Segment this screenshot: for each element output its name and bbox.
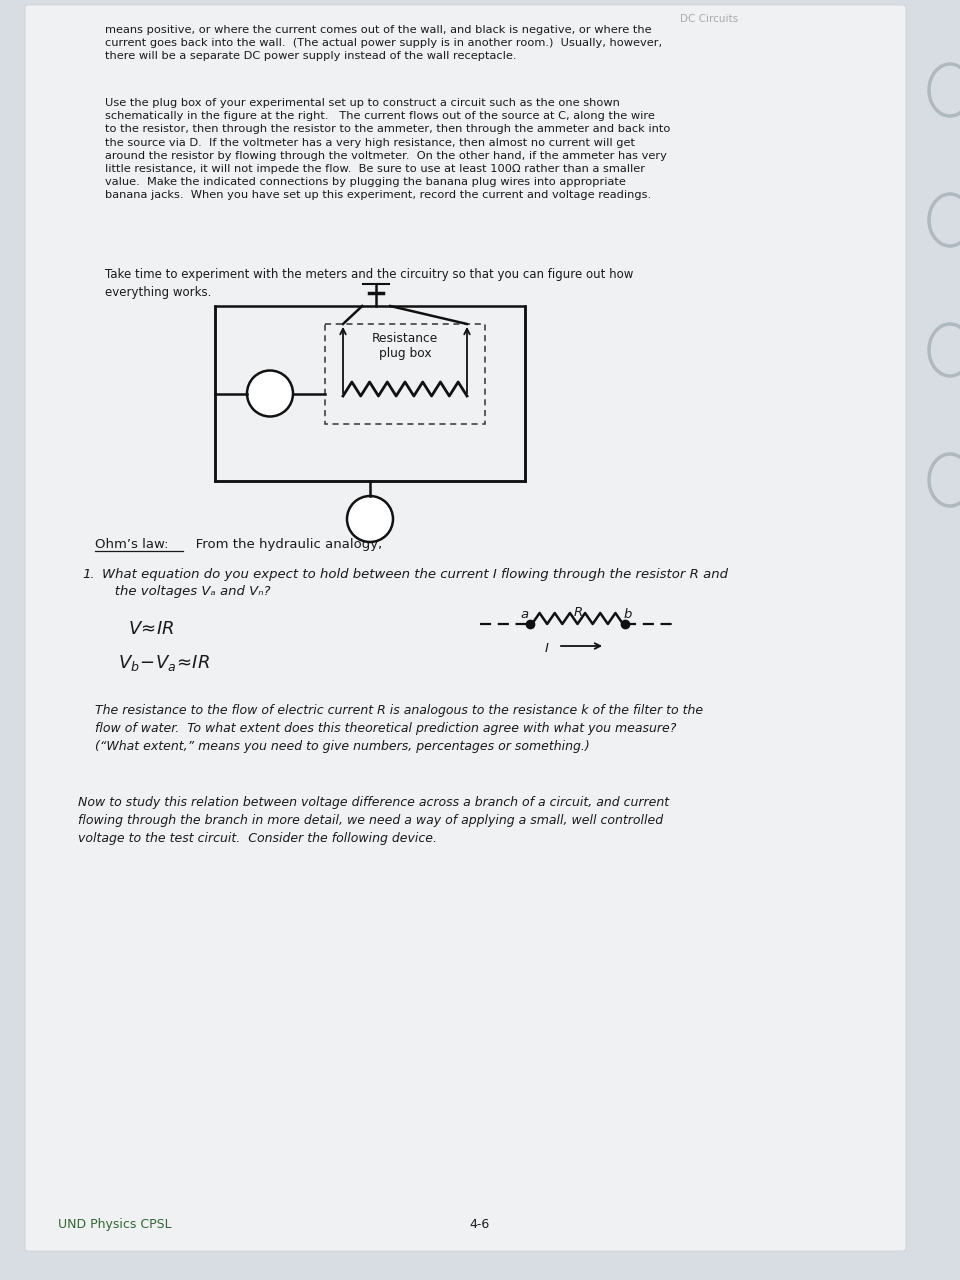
FancyBboxPatch shape bbox=[25, 5, 906, 1251]
Text: DC Circuits: DC Circuits bbox=[680, 14, 738, 24]
Text: 4-6: 4-6 bbox=[469, 1219, 491, 1231]
Text: A: A bbox=[264, 387, 276, 401]
Text: Take time to experiment with the meters and the circuitry so that you can figure: Take time to experiment with the meters … bbox=[105, 268, 634, 300]
Bar bbox=[215, 306, 525, 481]
Text: Resistance: Resistance bbox=[372, 332, 438, 346]
Text: Ohm’s law:: Ohm’s law: bbox=[95, 538, 169, 550]
Circle shape bbox=[247, 370, 293, 416]
Text: plug box: plug box bbox=[378, 347, 431, 360]
Text: UND Physics CPSL: UND Physics CPSL bbox=[58, 1219, 172, 1231]
Text: Use the plug box of your experimental set up to construct a circuit such as the : Use the plug box of your experimental se… bbox=[105, 99, 670, 201]
Text: 1.: 1. bbox=[82, 568, 95, 581]
Text: $V\!\approx\!IR$: $V\!\approx\!IR$ bbox=[128, 620, 175, 637]
Text: b: b bbox=[624, 608, 633, 621]
Text: Now to study this relation between voltage difference across a branch of a circu: Now to study this relation between volta… bbox=[78, 796, 669, 845]
Text: means positive, or where the current comes out of the wall, and black is negativ: means positive, or where the current com… bbox=[105, 26, 662, 61]
Text: The resistance to the flow of electric current R is analogous to the resistance : The resistance to the flow of electric c… bbox=[95, 704, 703, 753]
Circle shape bbox=[347, 495, 393, 541]
Text: V: V bbox=[364, 512, 376, 526]
Text: From the hydraulic analogy,: From the hydraulic analogy, bbox=[183, 538, 382, 550]
Text: a: a bbox=[521, 608, 529, 621]
Text: What equation do you expect to hold between the current I flowing through the re: What equation do you expect to hold betw… bbox=[102, 568, 728, 599]
Text: $V_b\!-\!V_a\!\approx\!IR$: $V_b\!-\!V_a\!\approx\!IR$ bbox=[118, 653, 210, 673]
Text: R: R bbox=[573, 605, 583, 620]
Text: I: I bbox=[545, 643, 549, 655]
Bar bbox=[325, 324, 485, 424]
